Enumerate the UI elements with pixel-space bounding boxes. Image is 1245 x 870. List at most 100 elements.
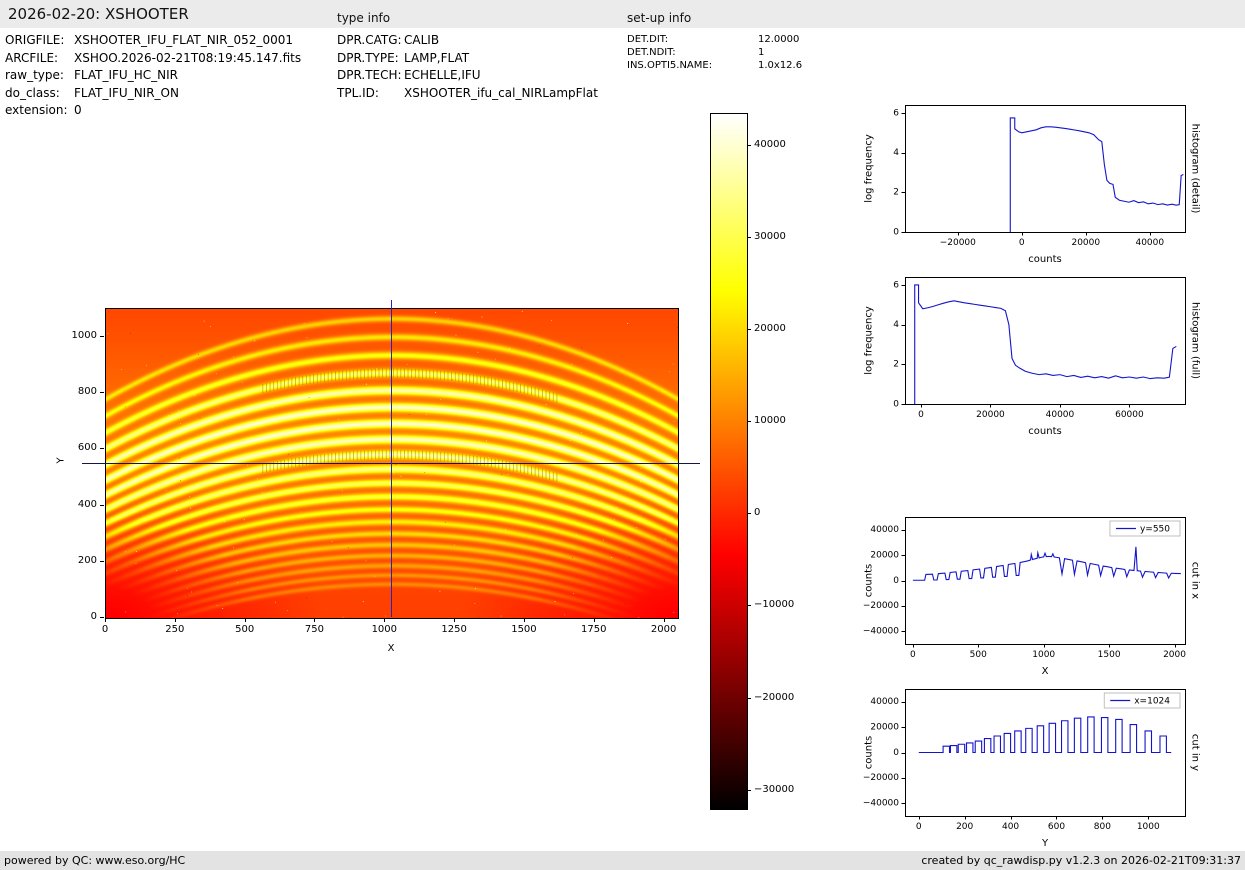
info-value: 0 xyxy=(74,103,82,117)
info-value: CALIB xyxy=(404,33,440,47)
x-tick-mark xyxy=(314,618,316,622)
y-tick-label: 1000 xyxy=(71,330,97,342)
colorbar-tick-label: −10000 xyxy=(754,599,795,611)
colorbar-tick-label: −20000 xyxy=(754,691,795,703)
x-tick-label: 2000 xyxy=(650,624,677,635)
x-tick-label: 1750 xyxy=(581,624,607,635)
y-tick-mark xyxy=(100,560,104,562)
x-tick-label: 750 xyxy=(304,624,325,635)
y-tick-label: 400 xyxy=(77,498,97,510)
x-tick-label: 0 xyxy=(101,624,109,635)
info-row: raw_type: FLAT_IFU_HC_NIR xyxy=(5,67,301,85)
type-info-heading: type info xyxy=(337,11,391,25)
info-row: TPL.ID: XSHOOTER_ifu_cal_NIRLampFlat xyxy=(337,85,598,103)
info-label: do_class: xyxy=(5,85,60,100)
info-label: DET.DIT: xyxy=(627,34,669,45)
info-label: TPL.ID: xyxy=(337,85,379,100)
x-tick-mark xyxy=(174,618,176,622)
info-row: DPR.TECH: ECHELLE,IFU xyxy=(337,67,598,85)
info-label: DPR.TYPE: xyxy=(337,50,399,65)
info-value: FLAT_IFU_NIR_ON xyxy=(74,85,179,100)
x-tick-label: 500 xyxy=(235,624,255,635)
info-label: raw_type: xyxy=(5,68,64,82)
x-tick-mark xyxy=(105,618,106,622)
footer-right-text: created by qc_rawdisp.py v1.2.3 on 2026-… xyxy=(921,854,1241,867)
colorbar-tick-mark xyxy=(747,237,751,239)
x-tick-label: 1250 xyxy=(441,624,467,635)
y-tick-label: 0 xyxy=(90,611,97,622)
histogram-full-plot xyxy=(845,267,1215,447)
info-label: extension: xyxy=(5,103,68,117)
colorbar-tick-mark xyxy=(747,421,751,423)
info-row: DPR.TYPE: LAMP,FLAT xyxy=(337,50,598,68)
page-title: 2026-02-20: XSHOOTER xyxy=(8,5,189,23)
file-info-block: ORIGFILE: XSHOOTER_IFU_FLAT_NIR_052_0001 … xyxy=(5,32,301,120)
y-tick-mark xyxy=(100,392,104,394)
info-row: DET.DIT: 12.0000 xyxy=(627,34,802,47)
colorbar-tick-label: 20000 xyxy=(754,323,786,335)
info-row: do_class: FLAT_IFU_NIR_ON xyxy=(5,85,301,103)
x-tick-mark xyxy=(663,618,665,622)
footer-bar: powered by QC: www.eso.org/HC created by… xyxy=(0,851,1245,870)
x-tick-label: 1000 xyxy=(371,624,398,635)
colorbar-tick-mark xyxy=(747,605,751,607)
histogram-detail-plot xyxy=(845,95,1215,275)
x-tick-mark xyxy=(523,618,525,622)
colorbar-tick-label: 40000 xyxy=(754,139,786,151)
y-tick-mark xyxy=(100,617,104,618)
colorbar-tick-label: 0 xyxy=(754,507,761,519)
x-tick-mark xyxy=(593,618,595,622)
info-row: extension: 0 xyxy=(5,102,301,120)
y-tick-mark xyxy=(100,504,104,506)
y-tick-label: 800 xyxy=(77,386,97,398)
colorbar-tick-mark xyxy=(747,697,751,699)
info-value: ECHELLE,IFU xyxy=(404,68,481,82)
x-tick-mark xyxy=(384,618,386,622)
colorbar-tick-label: −30000 xyxy=(754,783,795,795)
crosshair-vertical-line xyxy=(391,300,392,617)
info-label: DPR.TECH: xyxy=(337,68,402,82)
info-label: ORIGFILE: xyxy=(5,33,65,47)
info-value: 1.0x12.6 xyxy=(758,59,803,71)
x-tick-mark xyxy=(244,618,246,622)
main-yaxis-label: Y xyxy=(55,457,67,464)
colorbar-tick-label: 30000 xyxy=(754,231,786,243)
y-tick-mark xyxy=(100,448,104,450)
main-image-plot xyxy=(105,308,679,619)
info-value: LAMP,FLAT xyxy=(404,50,470,65)
header-bar: 2026-02-20: XSHOOTER type info set-up in… xyxy=(0,0,1245,28)
info-row: ARCFILE: XSHOO.2026-02-21T08:19:45.147.fi… xyxy=(5,50,301,68)
cut-in-x-plot xyxy=(845,507,1215,687)
colorbar-tick-mark xyxy=(747,789,751,791)
y-tick-label: 600 xyxy=(77,442,97,454)
colorbar-tick-mark xyxy=(747,145,751,147)
cut-in-y-plot xyxy=(845,679,1215,859)
x-tick-label: 250 xyxy=(165,624,185,635)
info-value: XSHOOTER_ifu_cal_NIRLampFlat xyxy=(404,85,598,100)
info-label: INS.OPTI5.NAME: xyxy=(627,59,713,71)
info-value: FLAT_IFU_HC_NIR xyxy=(74,68,178,82)
info-row: DPR.CATG: CALIB xyxy=(337,32,598,50)
info-value: XSHOOTER_IFU_FLAT_NIR_052_0001 xyxy=(74,33,293,47)
colorbar-tick-mark xyxy=(747,329,751,331)
footer-left-text: powered by QC: www.eso.org/HC xyxy=(4,854,186,867)
info-label: DET.NDIT: xyxy=(627,46,676,58)
info-label: ARCFILE: xyxy=(5,50,59,65)
colorbar xyxy=(710,113,748,810)
info-row: INS.OPTI5.NAME: 1.0x12.6 xyxy=(627,60,802,73)
info-row: DET.NDIT: 1 xyxy=(627,47,802,60)
info-value: 1 xyxy=(758,46,765,58)
x-tick-label: 1500 xyxy=(511,624,537,635)
info-row: ORIGFILE: XSHOOTER_IFU_FLAT_NIR_052_0001 xyxy=(5,32,301,50)
info-value: 12.0000 xyxy=(758,34,800,45)
type-info-block: DPR.CATG: CALIB DPR.TYPE: LAMP,FLAT DPR.TE… xyxy=(337,32,598,102)
main-xaxis-label: X xyxy=(387,643,395,654)
colorbar-tick-label: 10000 xyxy=(754,415,786,427)
setup-info-heading: set-up info xyxy=(627,11,692,25)
setup-info-block: DET.DIT: 12.0000 DET.NDIT: 1 INS.OPTI5.NAM… xyxy=(627,34,802,72)
info-label: DPR.CATG: xyxy=(337,33,402,47)
info-value: XSHOO.2026-02-21T08:19:45.147.fits xyxy=(74,50,302,65)
colorbar-tick-mark xyxy=(747,513,751,515)
x-tick-mark xyxy=(454,618,456,622)
